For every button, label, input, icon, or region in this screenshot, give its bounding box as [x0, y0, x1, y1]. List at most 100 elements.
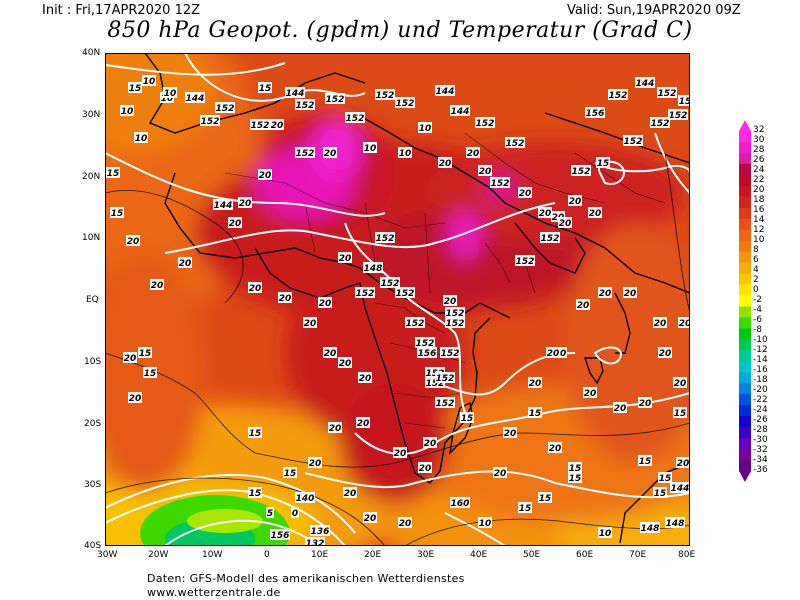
svg-text:20: 20	[394, 449, 407, 459]
lon-label-30w: 30W	[97, 550, 118, 560]
svg-text:20: 20	[239, 199, 252, 209]
contour-label: 15	[678, 95, 690, 107]
svg-text:20: 20	[324, 349, 337, 359]
colorbar-segment	[739, 372, 751, 384]
contour-label: 144	[213, 199, 233, 211]
svg-text:152: 152	[216, 104, 235, 114]
svg-text:20: 20	[439, 159, 452, 169]
colorbar-segment	[739, 229, 751, 242]
contour-label: 136	[310, 525, 330, 537]
svg-text:15: 15	[639, 457, 652, 467]
colorbar-label: -30	[753, 435, 768, 445]
contour-label: 15	[528, 407, 542, 419]
svg-text:20: 20	[304, 319, 317, 329]
svg-text:152: 152	[669, 111, 688, 121]
contour-label: 20	[308, 457, 322, 469]
contour-label: 152	[415, 337, 435, 349]
svg-text:132: 132	[306, 539, 325, 546]
svg-text:20: 20	[589, 209, 602, 219]
svg-text:156: 156	[418, 349, 437, 359]
colorbar-label: 4	[753, 265, 759, 275]
svg-text:160: 160	[451, 499, 470, 509]
contour-label: 152	[505, 137, 525, 149]
svg-text:20: 20	[179, 259, 192, 269]
colorbar-label: 14	[753, 215, 765, 225]
svg-text:20: 20	[577, 301, 590, 311]
contour-label: 10	[418, 122, 432, 134]
contour-label: 152	[490, 177, 510, 189]
contour-label: 20	[478, 165, 492, 177]
colorbar-label: -32	[753, 445, 768, 455]
svg-text:148: 148	[641, 524, 660, 534]
contour-label: 148	[363, 262, 383, 274]
colorbar-segment	[739, 196, 751, 209]
svg-text:15: 15	[129, 84, 142, 94]
svg-text:20: 20	[127, 237, 140, 247]
svg-text:140: 140	[296, 494, 315, 504]
svg-text:15: 15	[139, 349, 152, 359]
colorbar-label: -6	[753, 315, 762, 325]
colorbar-label: 28	[753, 145, 765, 155]
svg-text:20: 20	[504, 429, 517, 439]
svg-text:156: 156	[586, 109, 605, 119]
contour-label: 10	[120, 105, 134, 117]
contour-label: 20	[338, 252, 352, 264]
svg-text:15: 15	[539, 494, 552, 504]
contour-label: 5	[266, 507, 274, 519]
contour-label: 156	[270, 529, 290, 541]
contour-label: 15	[138, 347, 152, 359]
chart-title: 850 hPa Geopot. (gpdm) und Temperatur (G…	[107, 18, 693, 43]
svg-text:5: 5	[267, 509, 273, 519]
colorbar-label: 8	[753, 245, 759, 255]
lon-label-10e: 10E	[311, 550, 329, 560]
svg-text:20: 20	[339, 359, 352, 369]
svg-text:15: 15	[679, 97, 690, 107]
svg-text:144: 144	[286, 89, 305, 99]
contour-label: 20	[598, 287, 612, 299]
svg-text:152: 152	[346, 114, 365, 124]
contour-label: 156	[417, 347, 437, 359]
contour-label: 20	[248, 282, 262, 294]
contour-label: 152	[435, 397, 455, 409]
contour-labels: 1510101010101515202020144202020202020202…	[106, 75, 690, 546]
contour-label: 10	[142, 75, 156, 87]
svg-text:20: 20	[444, 297, 457, 307]
svg-text:152: 152	[541, 234, 560, 244]
contour-label: 152	[215, 102, 235, 114]
contour-label: 20	[673, 377, 687, 389]
init-time: Init : Fri,17APR2020 12Z	[42, 3, 201, 18]
contour-label: 152	[650, 117, 670, 129]
svg-text:20: 20	[624, 289, 637, 299]
svg-text:152: 152	[381, 279, 400, 289]
lat-label-10s: 10S	[84, 357, 102, 367]
svg-text:152: 152	[426, 379, 445, 389]
contour-label: 148	[665, 517, 685, 529]
contour-label: 152	[380, 277, 400, 289]
contour-label: 20	[653, 317, 667, 329]
svg-text:20: 20	[529, 379, 542, 389]
svg-text:152: 152	[572, 167, 591, 177]
colorbar-top-arrow	[739, 120, 751, 131]
svg-text:20: 20	[324, 149, 337, 159]
contour-label: 15	[258, 82, 272, 94]
contour-label: 152	[250, 119, 270, 131]
contour-label: 144	[435, 85, 455, 97]
contour-label: 15	[106, 167, 120, 179]
contour-label: 20	[558, 217, 572, 229]
colorbar-label: -20	[753, 385, 768, 395]
lon-label-0: 0	[264, 550, 270, 560]
svg-text:20: 20	[599, 289, 612, 299]
svg-text:10: 10	[599, 529, 612, 539]
colorbar-label: -26	[753, 415, 768, 425]
contour-label: 20	[126, 235, 140, 247]
svg-text:10: 10	[364, 144, 377, 154]
svg-text:0: 0	[292, 509, 298, 519]
contour-label: 20	[150, 279, 164, 291]
contour-label: 20	[238, 197, 252, 209]
svg-text:20: 20	[329, 424, 342, 434]
lon-label-10w: 10W	[202, 550, 223, 560]
svg-text:144: 144	[214, 201, 233, 211]
contour-label: 20	[588, 207, 602, 219]
svg-text:15: 15	[284, 469, 297, 479]
contour-label: 144	[670, 482, 690, 494]
